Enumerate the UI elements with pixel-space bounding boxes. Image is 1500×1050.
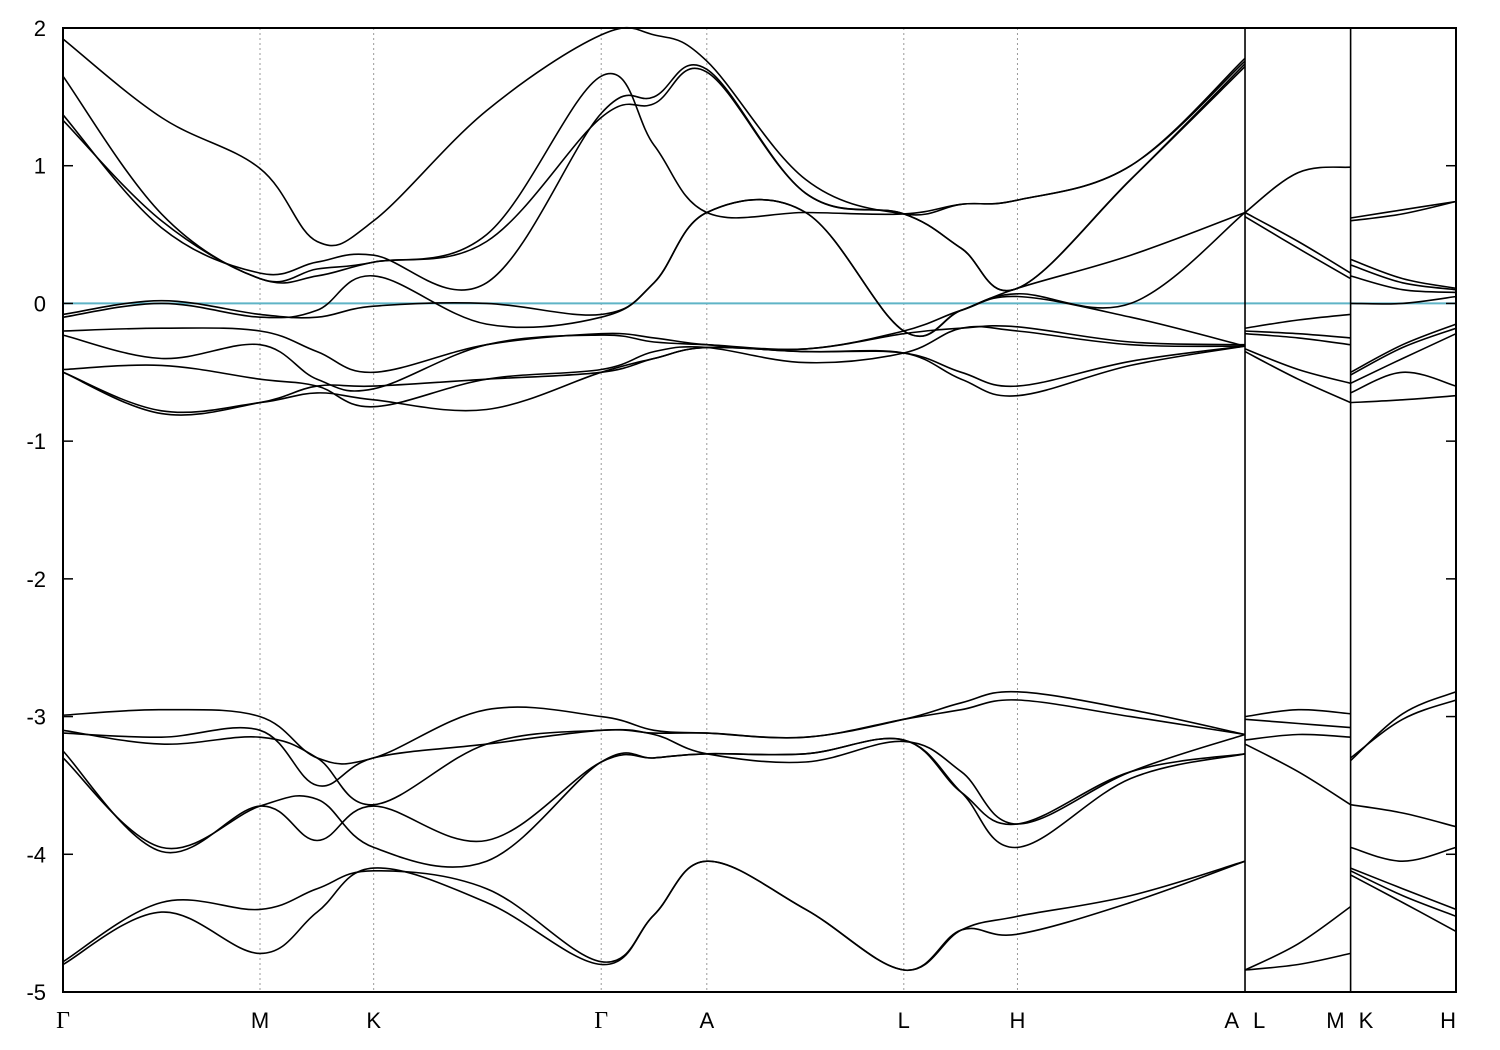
band-line xyxy=(1244,952,1351,971)
band-line xyxy=(1350,295,1457,305)
y-tick-label: -5 xyxy=(26,980,46,1005)
band-line xyxy=(1350,699,1457,759)
plot-frame xyxy=(62,27,1457,993)
band-line xyxy=(1244,211,1352,274)
kpoint-label: Γ xyxy=(56,1008,70,1034)
band-line xyxy=(1244,350,1351,404)
band-line xyxy=(1350,332,1457,385)
band-line xyxy=(1350,258,1457,290)
band-line xyxy=(1244,743,1352,806)
band-line xyxy=(1350,327,1457,376)
kpoint-label: M xyxy=(1326,1008,1344,1033)
band-line xyxy=(62,26,1246,247)
y-tick-label: 1 xyxy=(34,154,46,179)
kpoint-label: A xyxy=(1224,1008,1239,1033)
kpoint-label: H xyxy=(1010,1008,1026,1033)
band-line xyxy=(62,699,1246,787)
band-line xyxy=(1350,323,1457,374)
band-line xyxy=(62,295,1246,374)
band-line xyxy=(1244,708,1351,718)
y-axis-ticks: 2 1 0 -1 -2 -3 -4 -5 xyxy=(26,16,1456,1005)
kpoint-label: L xyxy=(898,1008,910,1033)
kpoint-label: Γ xyxy=(594,1008,608,1034)
band-line xyxy=(62,60,1246,283)
band-line xyxy=(1350,200,1457,219)
band-line xyxy=(1244,166,1351,214)
band-line xyxy=(62,63,1246,292)
band-line xyxy=(1350,371,1457,394)
band-line xyxy=(62,325,1246,392)
band-line xyxy=(62,66,1246,292)
band-line xyxy=(62,345,1246,416)
band-line xyxy=(62,737,1246,854)
kpoint-label: L xyxy=(1253,1008,1265,1033)
kpoint-label: A xyxy=(699,1008,714,1033)
band-line xyxy=(1350,691,1457,762)
y-tick-label: 2 xyxy=(34,16,46,41)
y-tick-label: -4 xyxy=(26,842,46,867)
band-line xyxy=(1244,313,1351,329)
band-line xyxy=(1244,332,1351,346)
band-line xyxy=(1350,846,1457,863)
band-line xyxy=(1350,264,1457,291)
band-line xyxy=(1350,870,1457,918)
band-line xyxy=(1244,905,1352,971)
band-line xyxy=(1244,216,1351,280)
kpoint-label: H xyxy=(1440,1008,1456,1033)
y-tick-label: 0 xyxy=(34,291,46,316)
band-line xyxy=(1350,275,1457,294)
band-line xyxy=(1244,330,1351,339)
band-line xyxy=(1350,803,1457,828)
band-line xyxy=(1244,718,1351,729)
band-lines xyxy=(62,26,1457,971)
band-line xyxy=(62,728,1246,825)
band-line xyxy=(1350,874,1457,933)
band-line xyxy=(1244,733,1351,741)
band-line xyxy=(62,345,1246,414)
band-line xyxy=(1350,867,1457,911)
kpoint-label: M xyxy=(251,1008,269,1033)
path-discontinuities xyxy=(1244,28,1352,992)
band-line xyxy=(62,860,1246,971)
kpoint-label: K xyxy=(1359,1008,1374,1033)
band-line xyxy=(62,325,1246,408)
y-tick-label: -3 xyxy=(26,705,46,730)
band-line xyxy=(62,690,1246,765)
band-line xyxy=(1350,394,1457,404)
y-tick-label: -2 xyxy=(26,567,46,592)
y-tick-label: -1 xyxy=(26,429,46,454)
band-line xyxy=(1244,348,1351,385)
kpoint-label: K xyxy=(366,1008,381,1033)
band-line xyxy=(1350,200,1457,222)
